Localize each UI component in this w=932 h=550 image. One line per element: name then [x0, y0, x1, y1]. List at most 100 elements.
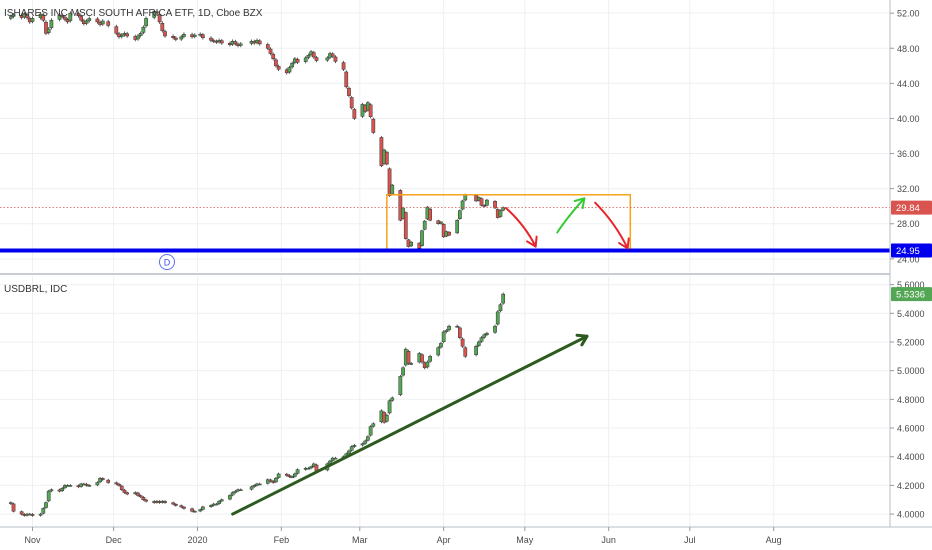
etf-candle[interactable]	[347, 86, 351, 98]
etf-candle[interactable]	[458, 209, 462, 220]
usdbrl-candle[interactable]	[179, 504, 184, 509]
usdbrl-candle[interactable]	[136, 491, 140, 497]
etf-candle[interactable]	[119, 33, 124, 39]
usdbrl-candle[interactable]	[173, 503, 178, 507]
etf-candle[interactable]	[455, 219, 460, 234]
etf-candle[interactable]	[125, 31, 129, 38]
usdbrl-candle[interactable]	[455, 324, 460, 328]
etf-candle[interactable]	[257, 39, 262, 46]
etf-candle[interactable]	[368, 103, 373, 119]
usdbrl-candle[interactable]	[11, 502, 16, 513]
usdbrl-candle[interactable]	[252, 484, 257, 488]
etf-candle[interactable]	[341, 60, 346, 71]
etf-candle[interactable]	[152, 9, 157, 20]
etf-candle[interactable]	[87, 16, 92, 23]
usdbrl-candle[interactable]	[352, 443, 357, 448]
etf-candle[interactable]	[498, 209, 503, 218]
etf-candle[interactable]	[501, 206, 506, 212]
etf-candle[interactable]	[182, 32, 186, 39]
usdbrl-candle[interactable]	[125, 491, 129, 496]
etf-candle[interactable]	[349, 95, 354, 110]
etf-candle[interactable]	[155, 9, 159, 16]
usdbrl-candle[interactable]	[460, 337, 465, 348]
usdbrl-candle[interactable]	[19, 510, 24, 516]
usdbrl-candle[interactable]	[363, 439, 368, 445]
usdbrl-candle[interactable]	[268, 478, 273, 483]
usdbrl-candle[interactable]	[41, 507, 46, 515]
etf-candle[interactable]	[95, 17, 100, 24]
usdbrl-candle[interactable]	[233, 489, 238, 494]
usdbrl-candle[interactable]	[163, 500, 167, 504]
usdbrl-candle[interactable]	[347, 449, 351, 455]
usdbrl-candle[interactable]	[249, 485, 254, 491]
etf-candle[interactable]	[271, 52, 276, 61]
usdbrl-candle[interactable]	[219, 498, 224, 503]
etf-candle[interactable]	[138, 31, 143, 38]
etf-candle[interactable]	[390, 183, 395, 196]
usdbrl-candle[interactable]	[420, 353, 424, 364]
etf-candle[interactable]	[384, 150, 389, 166]
usdbrl-candle[interactable]	[401, 366, 405, 377]
etf-candle[interactable]	[276, 64, 281, 71]
etf-candle[interactable]	[311, 50, 316, 59]
etf-candle[interactable]	[306, 53, 311, 60]
usdbrl-candle[interactable]	[390, 396, 395, 402]
usdbrl-candle[interactable]	[214, 502, 219, 506]
usdbrl-candle[interactable]	[84, 482, 89, 487]
etf-candle[interactable]	[84, 19, 89, 26]
usdbrl-candle[interactable]	[30, 513, 35, 517]
usdbrl-candle[interactable]	[198, 508, 203, 513]
etf-candle[interactable]	[57, 13, 62, 22]
usdbrl-candle[interactable]	[366, 435, 370, 442]
etf-candle[interactable]	[420, 229, 424, 247]
etf-candle[interactable]	[290, 61, 295, 69]
usdbrl-candle[interactable]	[444, 328, 449, 334]
etf-candle[interactable]	[173, 36, 178, 42]
usdbrl-candle[interactable]	[68, 484, 73, 487]
usdbrl-candle[interactable]	[406, 349, 411, 366]
usdbrl-candle[interactable]	[49, 488, 54, 493]
etf-candle[interactable]	[422, 220, 427, 231]
usdbrl-candle[interactable]	[306, 466, 311, 470]
etf-candle[interactable]	[30, 16, 35, 24]
usdbrl-candle[interactable]	[138, 494, 143, 499]
usdbrl-candle[interactable]	[141, 496, 146, 501]
etf-candle[interactable]	[238, 42, 243, 48]
etf-candle[interactable]	[44, 20, 48, 36]
usdbrl-candle[interactable]	[409, 361, 414, 366]
etf-candle[interactable]	[460, 199, 465, 211]
etf-candle[interactable]	[439, 220, 443, 225]
usdbrl-candle[interactable]	[106, 478, 111, 484]
usdbrl-candle[interactable]	[309, 465, 313, 470]
etf-candle[interactable]	[106, 19, 111, 28]
etf-candle[interactable]	[403, 211, 408, 240]
usdbrl-candle[interactable]	[333, 456, 338, 460]
usdbrl-candle[interactable]	[476, 340, 481, 348]
etf-candle[interactable]	[330, 52, 335, 58]
usdbrl-candle[interactable]	[192, 510, 197, 513]
usdbrl-candle[interactable]	[493, 324, 497, 334]
usdbrl-candle[interactable]	[295, 468, 300, 475]
etf-candle[interactable]	[46, 27, 51, 35]
etf-candle[interactable]	[493, 200, 497, 210]
etf-candle[interactable]	[171, 34, 175, 40]
etf-candle[interactable]	[79, 14, 84, 23]
etf-candle[interactable]	[314, 55, 319, 63]
etf-candle[interactable]	[287, 65, 292, 74]
usdbrl-candle[interactable]	[98, 476, 102, 484]
usdbrl-candle[interactable]	[360, 442, 365, 447]
etf-candle[interactable]	[387, 167, 392, 197]
usdbrl-candle[interactable]	[190, 507, 194, 513]
etf-candle[interactable]	[303, 56, 308, 64]
etf-candle[interactable]	[352, 107, 357, 120]
etf-candle[interactable]	[76, 11, 81, 18]
usdbrl-candle[interactable]	[217, 499, 221, 505]
etf-candle[interactable]	[428, 207, 432, 222]
etf-candle[interactable]	[179, 35, 184, 41]
etf-candle[interactable]	[268, 47, 273, 56]
usdbrl-candle[interactable]	[387, 399, 392, 415]
usdbrl-candle[interactable]	[479, 336, 484, 343]
etf-candle[interactable]	[371, 117, 376, 134]
etf-candle[interactable]	[63, 15, 67, 22]
usdbrl-candle[interactable]	[38, 512, 43, 517]
